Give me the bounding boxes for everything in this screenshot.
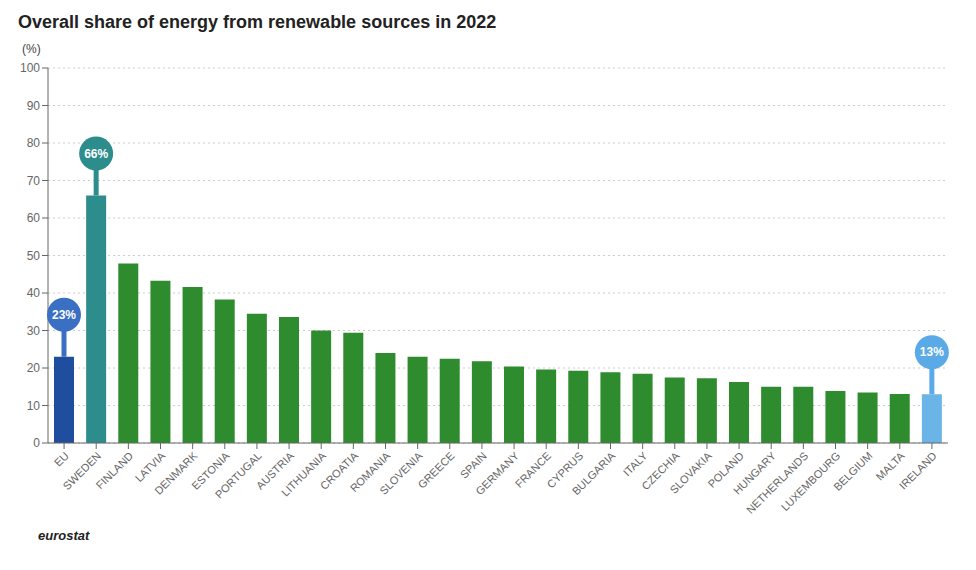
- svg-text:EU: EU: [52, 449, 71, 468]
- svg-text:PORTUGAL: PORTUGAL: [213, 449, 264, 500]
- svg-text:ESTONIA: ESTONIA: [189, 449, 232, 492]
- svg-text:CROATIA: CROATIA: [317, 449, 361, 492]
- svg-text:FRANCE: FRANCE: [512, 449, 554, 490]
- svg-text:ITALY: ITALY: [621, 449, 650, 478]
- svg-text:100: 100: [20, 61, 40, 75]
- svg-text:50: 50: [27, 249, 41, 263]
- svg-text:SLOVAKIA: SLOVAKIA: [667, 449, 714, 496]
- svg-text:FINLAND: FINLAND: [94, 449, 136, 491]
- svg-text:CZECHIA: CZECHIA: [639, 449, 682, 493]
- svg-text:BULGARIA: BULGARIA: [570, 449, 618, 497]
- svg-text:13%: 13%: [920, 345, 944, 359]
- svg-text:MALTA: MALTA: [873, 449, 907, 483]
- svg-text:LATVIA: LATVIA: [132, 449, 168, 485]
- svg-text:SLOVENIA: SLOVENIA: [377, 449, 425, 497]
- svg-text:0: 0: [33, 436, 40, 450]
- svg-text:SPAIN: SPAIN: [458, 449, 489, 480]
- svg-text:80: 80: [27, 136, 41, 150]
- svg-text:90: 90: [27, 99, 41, 113]
- svg-text:SWEDEN: SWEDEN: [60, 449, 104, 493]
- svg-text:CYPRUS: CYPRUS: [544, 449, 586, 491]
- svg-text:40: 40: [27, 286, 41, 300]
- svg-text:AUSTRIA: AUSTRIA: [253, 449, 296, 492]
- html-text:eurostat: eurostat: [38, 528, 90, 543]
- svg-text:20: 20: [27, 361, 41, 375]
- svg-text:GREECE: GREECE: [415, 449, 456, 490]
- svg-text:NETHERLANDS: NETHERLANDS: [743, 449, 811, 516]
- svg-text:HUNGARY: HUNGARY: [730, 449, 779, 497]
- html-text:Overall share of energy from r: Overall share of energy from renewable s…: [18, 12, 497, 32]
- svg-text:10: 10: [27, 399, 41, 413]
- svg-text:60: 60: [27, 211, 41, 225]
- svg-text:66%: 66%: [84, 147, 108, 161]
- svg-text:ROMANIA: ROMANIA: [347, 449, 393, 495]
- svg-text:LITHUANIA: LITHUANIA: [279, 449, 329, 499]
- svg-text:IRELAND: IRELAND: [897, 449, 939, 491]
- svg-text:BELGIUM: BELGIUM: [831, 449, 874, 492]
- svg-text:23%: 23%: [52, 308, 76, 322]
- svg-text:30: 30: [27, 324, 41, 338]
- svg-text:GERMANY: GERMANY: [473, 449, 521, 497]
- svg-text:70: 70: [27, 174, 41, 188]
- svg-text:POLAND: POLAND: [705, 449, 746, 490]
- svg-text:LUXEMBOURG: LUXEMBOURG: [778, 449, 843, 514]
- svg-text:DENMARK: DENMARK: [152, 449, 200, 497]
